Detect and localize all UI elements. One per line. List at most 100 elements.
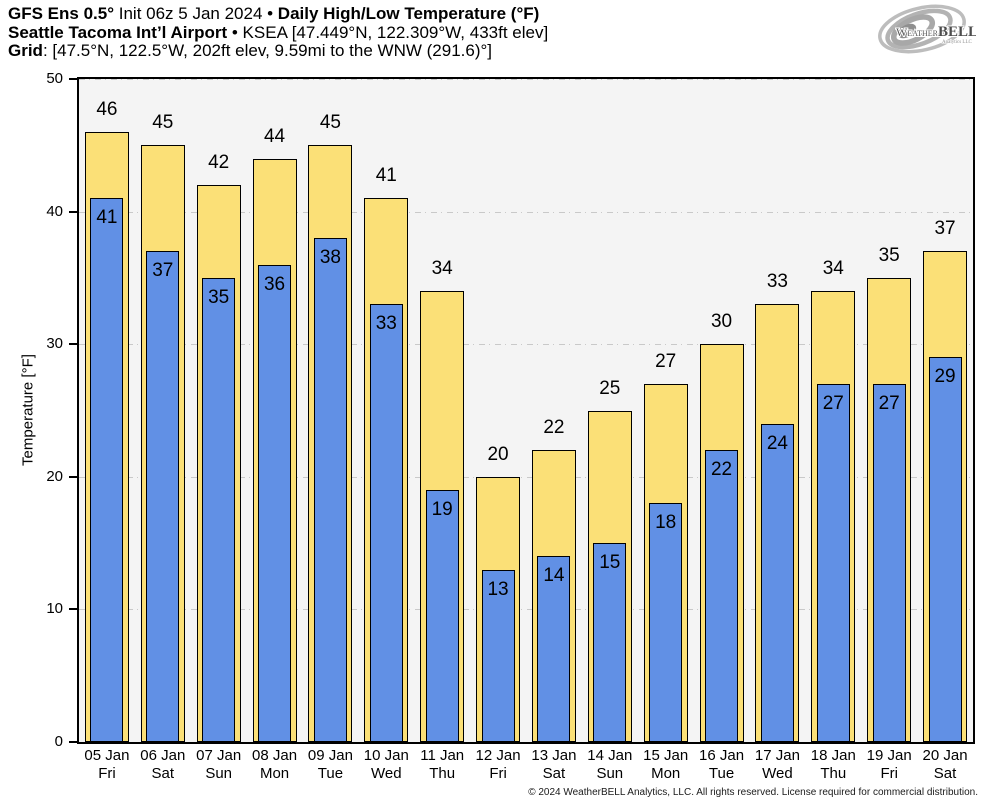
low-bar (872, 383, 906, 742)
high-value-label: 41 (375, 165, 397, 187)
low-bar (425, 490, 459, 742)
x-tick-day: Wed (371, 764, 402, 782)
low-bar (593, 543, 627, 742)
high-value-label: 30 (710, 311, 733, 333)
x-tick-label: 06 Jan Sat (135, 747, 191, 782)
low-bar (760, 423, 794, 742)
x-tick-day: Tue (708, 764, 735, 782)
x-tick-date: 19 Jan (866, 747, 912, 764)
x-tick-day: Fri (489, 764, 507, 782)
high-value-label: 34 (822, 258, 844, 280)
title-line-3: Grid: [47.5°N, 122.5°W, 202ft elev, 9.59… (8, 41, 548, 61)
low-bar (816, 383, 850, 742)
title-line-1: GFS Ens 0.5° Init 06z 5 Jan 2024 • Daily… (8, 4, 548, 24)
x-tick-date: 10 Jan (363, 747, 409, 764)
x-tick-day: Thu (820, 764, 847, 782)
y-tick-label: 20 (46, 467, 63, 485)
x-axis: 05 Jan Fri 06 Jan Sat 07 Jan Sun 08 Jan Mon 09 J… (79, 747, 973, 787)
low-value-label: 19 (431, 499, 453, 521)
y-tick-mark (69, 475, 77, 478)
x-tick-date: 13 Jan (531, 747, 577, 764)
y-tick-mark (69, 343, 77, 346)
x-tick-date: 06 Jan (140, 747, 186, 764)
high-value-label: 35 (878, 244, 900, 266)
logo-brand-text-bell: BELL (938, 24, 976, 40)
grid-details: : [47.5°N, 122.5°W, 202ft elev, 9.59mi t… (42, 41, 493, 60)
init-time: Init 06z 5 Jan 2024 • (118, 4, 278, 23)
x-tick-day: Sat (542, 764, 566, 782)
low-bar (649, 503, 683, 742)
x-tick-date: 07 Jan (196, 747, 242, 764)
chart-header: GFS Ens 0.5° Init 06z 5 Jan 2024 • Daily… (8, 4, 549, 61)
x-tick-date: 08 Jan (252, 747, 298, 764)
weatherbell-logo: Weather BELL Analytics LLC (878, 4, 976, 54)
hurricane-swirl-icon (878, 4, 966, 54)
x-tick-label: 18 Jan Thu (805, 747, 861, 782)
footer-copyright: © 2024 WeatherBELL Analytics, LLC. All r… (528, 787, 978, 798)
high-value-label: 27 (655, 350, 677, 372)
title-line-2: Seattle Tacoma Int’l Airport • KSEA [47.… (8, 22, 549, 43)
x-tick-date: 05 Jan (84, 747, 130, 764)
x-tick-day: Sat (933, 764, 957, 782)
low-value-label: 41 (96, 207, 118, 229)
x-tick-label: 20 Jan Sat (917, 747, 973, 782)
x-tick-date: 20 Jan (922, 747, 968, 764)
gridline (79, 79, 973, 80)
x-tick-label: 07 Jan Sun (191, 747, 247, 782)
x-tick-date: 15 Jan (643, 747, 689, 764)
gridline (79, 609, 973, 611)
x-tick-day: Mon (259, 764, 290, 782)
low-value-label: 18 (655, 512, 677, 534)
low-bar (313, 238, 347, 742)
x-tick-date: 16 Jan (699, 747, 745, 764)
y-tick-mark (69, 741, 77, 743)
low-bar (146, 251, 180, 742)
x-tick-label: 16 Jan Tue (694, 747, 750, 782)
x-tick-day: Sun (596, 764, 624, 782)
x-tick-label: 15 Jan Mon (638, 747, 694, 782)
high-value-label: 45 (152, 112, 174, 134)
logo-subtext: Analytics LLC (942, 40, 973, 45)
low-value-label: 22 (710, 459, 733, 481)
low-value-label: 24 (766, 432, 789, 454)
station-name: Seattle Tacoma Int’l Airport (8, 22, 228, 42)
low-value-label: 35 (208, 286, 230, 308)
low-bar (481, 569, 515, 742)
x-tick-day: Thu (429, 764, 456, 782)
x-tick-date: 11 Jan (420, 747, 465, 764)
x-tick-day: Wed (762, 764, 793, 782)
x-tick-label: 17 Jan Wed (750, 747, 806, 782)
gridline (79, 211, 973, 213)
y-tick-mark (69, 210, 77, 213)
low-bar (537, 556, 571, 742)
x-tick-day: Sun (205, 764, 233, 782)
y-tick-label: 0 (54, 733, 63, 750)
high-value-label: 34 (431, 258, 453, 280)
chart-title: Daily High/Low Temperature (°F) (277, 4, 540, 23)
x-tick-day: Fri (98, 764, 116, 782)
x-tick-date: 09 Jan (307, 747, 353, 764)
high-value-label: 44 (263, 125, 286, 147)
x-tick-day: Sat (151, 764, 175, 782)
x-tick-day: Fri (880, 764, 898, 782)
x-tick-label: 12 Jan Fri (470, 747, 526, 782)
low-value-label: 29 (934, 366, 956, 388)
y-tick-label: 30 (46, 335, 63, 353)
x-tick-label: 19 Jan Fri (861, 747, 917, 782)
low-value-label: 36 (263, 273, 286, 295)
high-value-label: 45 (319, 112, 342, 134)
x-tick-label: 13 Jan Sat (526, 747, 582, 782)
low-value-label: 27 (878, 392, 900, 414)
x-tick-label: 08 Jan Mon (247, 747, 303, 782)
low-value-label: 15 (599, 552, 621, 574)
y-tick-label: 40 (46, 202, 63, 220)
low-bar (258, 264, 292, 742)
low-bar (928, 357, 962, 742)
x-tick-label: 14 Jan Sun (582, 747, 638, 782)
station-details: • KSEA [47.449°N, 122.309°W, 433ft elev] (227, 22, 549, 42)
y-tick-mark (69, 608, 77, 611)
y-tick-label: 10 (46, 600, 63, 618)
high-value-label: 25 (599, 377, 621, 399)
x-tick-label: 10 Jan Wed (358, 747, 414, 782)
y-tick-label: 50 (46, 70, 63, 87)
